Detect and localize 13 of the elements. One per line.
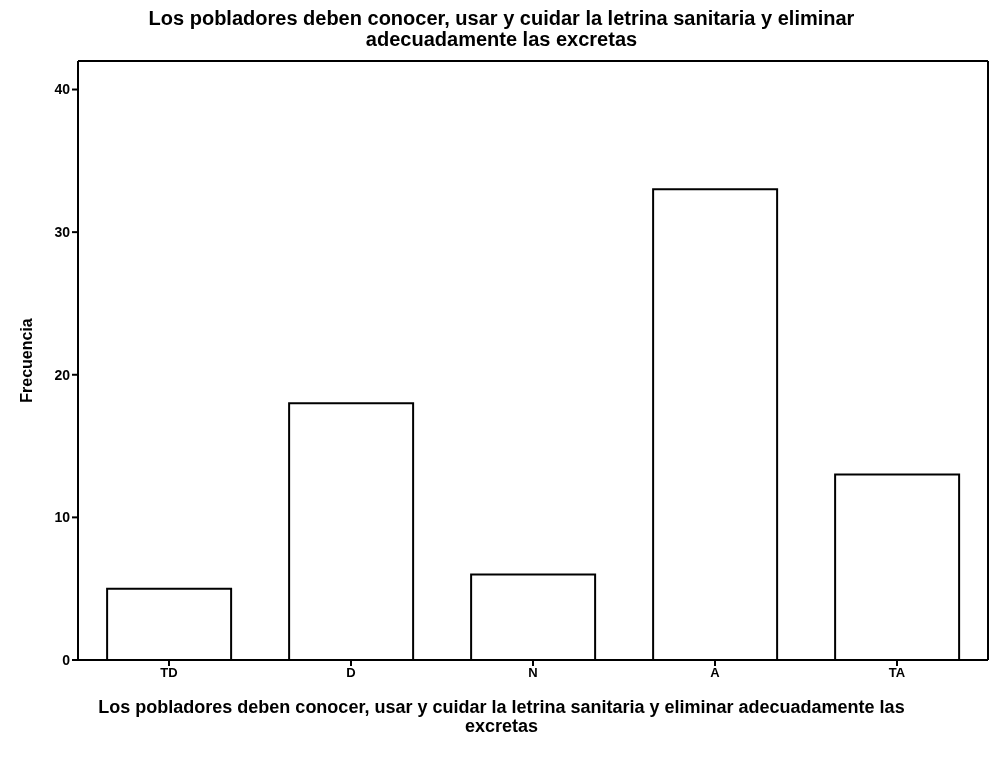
x-tick-label: N	[528, 665, 538, 681]
chart-title: Los pobladores deben conocer, usar y cuidar la letrina sanitaria y eliminar adecuadamente las excretas	[147, 7, 856, 50]
y-tick-label: 20	[54, 366, 71, 383]
y-tick-label: 30	[54, 224, 71, 241]
y-tick-label: 10	[54, 509, 71, 526]
y-axis-title: Frecuencia	[17, 318, 35, 403]
y-tick-label: 40	[54, 81, 71, 98]
x-tick-label: D	[346, 665, 356, 681]
x-tick-label: A	[710, 665, 721, 681]
x-axis-title: Los pobladores deben conocer, usar y cuidar la letrina sanitaria y eliminar adecuadamente las excretas	[97, 697, 906, 736]
x-tick-label: TD	[160, 665, 178, 681]
x-tick-label: TA	[888, 665, 906, 681]
y-tick-label: 0	[62, 651, 71, 668]
